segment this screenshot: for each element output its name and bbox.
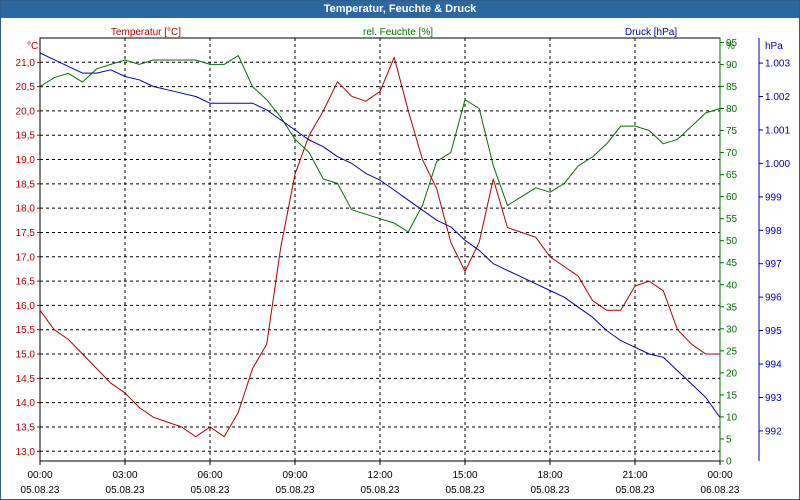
- humidity-tick-label: 65: [726, 170, 738, 181]
- x-tick-time-label: 06:00: [197, 470, 222, 481]
- x-tick-date-label: 06.08.23: [701, 485, 740, 496]
- humidity-tick-label: 30: [726, 324, 738, 335]
- x-tick-time-label: 18:00: [537, 470, 562, 481]
- x-tick-time-label: 03:00: [112, 470, 137, 481]
- pressure-tick-label: 993: [765, 393, 782, 404]
- pressure-tick-label: 1.001: [765, 125, 790, 136]
- x-tick-time-label: 15:00: [452, 470, 477, 481]
- pressure-tick-label: 1.002: [765, 92, 790, 103]
- humidity-tick-label: 20: [726, 368, 738, 379]
- temperature-tick-label: 19,0: [16, 155, 36, 166]
- temperature-tick-label: 17,5: [16, 228, 36, 239]
- pressure-tick-label: 997: [765, 259, 782, 270]
- chart-svg: 00:00 05.08.23 03:00 05.08.23 06:00 05.08.23 0…: [16, 27, 791, 496]
- humidity-tick-label: 80: [726, 104, 738, 115]
- x-tick-date-label: 05.08.23: [361, 485, 400, 496]
- temperature-tick-label: 20,5: [16, 82, 36, 93]
- x-tick-date-label: 05.08.23: [191, 485, 230, 496]
- temperature-tick-label: 13,0: [16, 447, 36, 458]
- x-tick-date-label: 05.08.23: [531, 485, 570, 496]
- humidity-tick-label: 90: [726, 60, 738, 71]
- pressure-tick-label: 1.003: [765, 59, 790, 70]
- humidity-tick-label: 35: [726, 302, 738, 313]
- humidity-tick-label: 45: [726, 258, 738, 269]
- chart-title: Temperatur, Feuchte & Druck: [1, 1, 799, 18]
- pressure-unit-label: hPa: [765, 41, 783, 52]
- humidity-tick-label: 40: [726, 280, 738, 291]
- temperature-tick-label: 15,0: [16, 350, 36, 361]
- humidity-legend-label: rel. Feuchte [%]: [363, 27, 433, 38]
- temperature-tick-label: 19,5: [16, 131, 36, 142]
- x-tick-time-label: 09:00: [282, 470, 307, 481]
- pressure-tick-label: 994: [765, 360, 782, 371]
- pressure-tick-label: 998: [765, 226, 782, 237]
- temperature-tick-label: 17,0: [16, 252, 36, 263]
- temperature-tick-label: 16,5: [16, 277, 36, 288]
- temperature-tick-label: 18,5: [16, 179, 36, 190]
- humidity-tick-label: 95: [726, 38, 738, 49]
- temperature-tick-label: 14,0: [16, 398, 36, 409]
- humidity-tick-label: 55: [726, 214, 738, 225]
- humidity-tick-label: 15: [726, 390, 738, 401]
- x-tick-time-label: 21:00: [622, 470, 647, 481]
- temperature-tick-label: 18,0: [16, 204, 36, 215]
- x-tick-time-label: 00:00: [707, 470, 732, 481]
- humidity-tick-label: 50: [726, 236, 738, 247]
- humidity-tick-label: 25: [726, 346, 738, 357]
- humidity-series-line: [39, 55, 721, 233]
- x-tick-date-label: 05.08.23: [21, 485, 60, 496]
- humidity-tick-label: 10: [726, 412, 738, 423]
- temperature-tick-label: 13,5: [16, 422, 36, 433]
- temperature-tick-label: 16,0: [16, 301, 36, 312]
- x-tick-date-label: 05.08.23: [446, 485, 485, 496]
- temperature-legend-label: Temperatur [°C]: [111, 27, 181, 38]
- temperature-tick-label: 15,5: [16, 325, 36, 336]
- x-tick-time-label: 12:00: [367, 470, 392, 481]
- x-tick-time-label: 00:00: [27, 470, 52, 481]
- humidity-tick-label: 60: [726, 192, 738, 203]
- pressure-tick-label: 999: [765, 192, 782, 203]
- pressure-tick-label: 995: [765, 326, 782, 337]
- pressure-tick-label: 992: [765, 426, 782, 437]
- x-tick-date-label: 05.08.23: [616, 485, 655, 496]
- temperature-unit-label: °C: [27, 41, 38, 52]
- x-tick-date-label: 05.08.23: [106, 485, 145, 496]
- humidity-tick-label: 70: [726, 148, 738, 159]
- temperature-tick-label: 21,0: [16, 58, 36, 69]
- humidity-tick-label: 85: [726, 82, 738, 93]
- temperature-tick-label: 20,0: [16, 106, 36, 117]
- pressure-legend-label: Druck [hPa]: [625, 27, 677, 38]
- pressure-series-line: [39, 52, 721, 418]
- pressure-tick-label: 996: [765, 293, 782, 304]
- humidity-tick-label: 75: [726, 126, 738, 137]
- humidity-tick-label: 0: [726, 457, 732, 468]
- temperature-series-line: [39, 56, 720, 438]
- humidity-unit-label: %: [726, 41, 735, 52]
- x-tick-date-label: 05.08.23: [276, 485, 315, 496]
- pressure-tick-label: 1.000: [765, 159, 790, 170]
- temperature-tick-label: 14,5: [16, 374, 36, 385]
- humidity-tick-label: 5: [726, 434, 732, 445]
